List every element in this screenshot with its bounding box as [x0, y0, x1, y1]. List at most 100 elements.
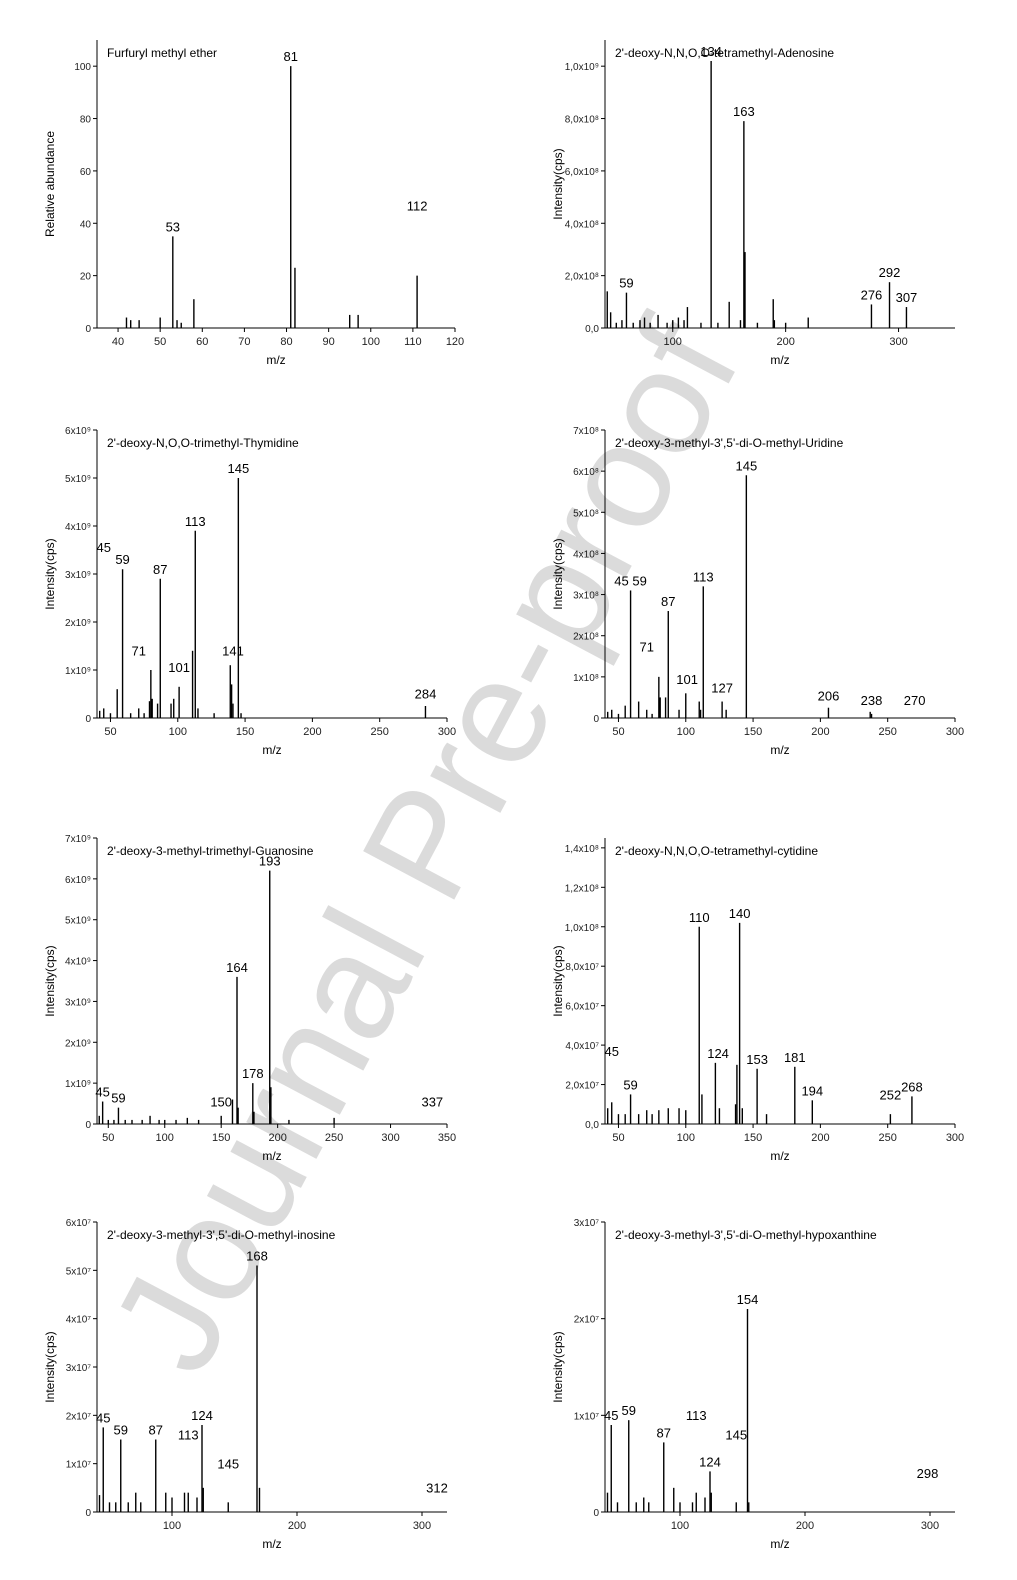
x-tick-label: 150 — [236, 726, 254, 738]
y-axis-label: Relative abundance — [43, 131, 57, 237]
peak-label: 178 — [242, 1066, 264, 1081]
y-tick-label: 2,0x10⁷ — [565, 1081, 599, 1092]
x-axis-label: m/z — [262, 743, 281, 757]
y-tick-label: 8,0x10⁸ — [565, 115, 599, 126]
peak-label: 206 — [818, 689, 840, 704]
x-tick-label: 50 — [612, 1132, 624, 1144]
y-tick-label: 8,0x10⁷ — [565, 962, 599, 973]
y-tick-label: 6x10⁹ — [65, 875, 91, 886]
y-axis-label: Intensity(cps) — [551, 538, 565, 609]
y-tick-label: 1,4x10⁸ — [565, 844, 599, 855]
y-tick-label: 6x10⁷ — [66, 1218, 92, 1229]
x-tick-label: 100 — [163, 1520, 181, 1532]
x-tick-label: 300 — [413, 1520, 431, 1532]
peak-label: 141 — [222, 643, 244, 658]
peak-label: 87 — [661, 594, 675, 609]
peak-label: 292 — [879, 265, 901, 280]
peak-label: 124 — [707, 1046, 729, 1061]
chart-title: 2'-deoxy-N,N,O,O-tetramethyl-Adenosine — [615, 46, 834, 60]
peak-label: 113 — [178, 1427, 199, 1442]
chart-title: 2'-deoxy-3-methyl-3',5'-di-O-methyl-inos… — [107, 1228, 336, 1242]
x-tick-label: 60 — [196, 336, 208, 348]
x-axis-label: m/z — [770, 743, 789, 757]
peak-label: 81 — [284, 49, 298, 64]
x-tick-label: 100 — [677, 1132, 695, 1144]
y-tick-label: 5x10⁷ — [66, 1266, 92, 1277]
chart-title: Furfuryl methyl ether — [107, 46, 217, 60]
peak-label: 150 — [210, 1095, 232, 1110]
y-tick-label: 4,0x10⁸ — [565, 219, 599, 230]
x-axis-label: m/z — [262, 1149, 281, 1163]
y-tick-label: 1,2x10⁸ — [565, 883, 599, 894]
peak-label: 71 — [639, 639, 653, 654]
x-tick-label: 120 — [446, 336, 464, 348]
y-axis-label: Intensity(cps) — [43, 945, 57, 1016]
x-tick-label: 70 — [238, 336, 250, 348]
y-tick-label: 2x10⁷ — [574, 1315, 600, 1326]
y-tick-label: 1,0x10⁸ — [565, 923, 599, 934]
x-tick-label: 300 — [946, 1132, 964, 1144]
y-tick-label: 4x10⁹ — [65, 522, 91, 533]
y-tick-label: 80 — [80, 115, 92, 126]
y-axis-label: Intensity(cps) — [551, 945, 565, 1016]
y-tick-label: 3x10⁸ — [573, 591, 599, 602]
y-tick-label: 2x10⁷ — [66, 1411, 92, 1422]
peak-label: 168 — [246, 1249, 268, 1264]
x-tick-label: 200 — [776, 336, 794, 348]
spectrum-chart-4: 50 100 150 200 250 300 0 1x10⁸ 2x10⁸ 3x10⁸ 4x10⁸ 5x… — [551, 426, 964, 757]
peak-label: 145 — [217, 1456, 239, 1471]
peak-label: 312 — [426, 1481, 448, 1496]
peak-label: 145 — [725, 1427, 747, 1442]
y-tick-label: 2x10⁹ — [65, 618, 91, 629]
y-tick-label: 2x10⁸ — [573, 632, 599, 643]
peak-label: 113 — [185, 514, 206, 529]
y-tick-label: 1x10⁹ — [65, 1079, 91, 1090]
spectrum-chart-1: 40 50 60 70 80 90 100 110 120 0 20 40 60 80 100 81 53 112… — [43, 40, 464, 367]
x-tick-label: 250 — [325, 1132, 343, 1144]
peak-label: 252 — [880, 1087, 902, 1102]
y-tick-label: 100 — [74, 62, 91, 73]
y-tick-label: 5x10⁹ — [65, 474, 91, 485]
x-axis-label: m/z — [770, 1537, 789, 1551]
x-tick-label: 100 — [156, 1132, 174, 1144]
y-tick-label: 40 — [80, 219, 92, 230]
x-tick-label: 80 — [280, 336, 292, 348]
y-tick-label: 20 — [80, 272, 92, 283]
y-tick-label: 1,0x10⁹ — [565, 62, 599, 73]
peak-label: 307 — [896, 290, 918, 305]
x-tick-label: 200 — [811, 726, 829, 738]
y-axis-label: Intensity(cps) — [551, 148, 565, 219]
y-tick-label: 6,0x10⁸ — [565, 167, 599, 178]
peak-label: 45 59 — [614, 573, 647, 588]
x-axis-label: m/z — [262, 1537, 281, 1551]
x-tick-label: 100 — [677, 726, 695, 738]
y-tick-label: 6x10⁹ — [65, 426, 91, 437]
y-tick-label: 6,0x10⁷ — [565, 1002, 599, 1013]
peak-label: 140 — [729, 906, 751, 921]
y-tick-label: 5x10⁹ — [65, 916, 91, 927]
peak-label: 87 — [149, 1423, 163, 1438]
y-tick-label: 0 — [85, 1508, 91, 1519]
x-tick-label: 300 — [946, 726, 964, 738]
y-axis-label: Intensity(cps) — [43, 1331, 57, 1402]
x-axis-label: m/z — [266, 353, 285, 367]
y-tick-label: 0,0 — [585, 1120, 599, 1131]
peak-label: 238 — [861, 693, 883, 708]
peak-label: 112 — [407, 198, 428, 213]
spectrum-chart-6: 50 100 150 200 250 300 0,0 2,0x10⁷ 4,0x10⁷ 6,0x10… — [551, 838, 964, 1163]
peak-label: 270 — [904, 693, 926, 708]
peak-label: 124 — [191, 1408, 213, 1423]
peak-label: 181 — [784, 1050, 806, 1065]
peak-label: 153 — [746, 1052, 768, 1067]
y-tick-label: 6x10⁸ — [573, 467, 599, 478]
peak-label: 134 — [700, 44, 722, 59]
peak-label: 145 — [227, 461, 249, 476]
spectrum-chart-2: 100 200 300 0,0 2,0x10⁸ 4,0x10⁸ 6,0x10⁸ 8,0x10⁸… — [551, 40, 955, 367]
y-tick-label: 0 — [593, 1508, 599, 1519]
spectrum-chart-8: 100 200 300 0 1x10⁷ 2x10⁷ 3x10⁷ 154 45 59 87 113 124… — [551, 1218, 955, 1551]
y-tick-label: 0,0 — [585, 324, 599, 335]
peak-label: 284 — [415, 687, 437, 702]
y-tick-label: 4x10⁸ — [573, 549, 599, 560]
peak-label: 45 — [604, 1044, 618, 1059]
